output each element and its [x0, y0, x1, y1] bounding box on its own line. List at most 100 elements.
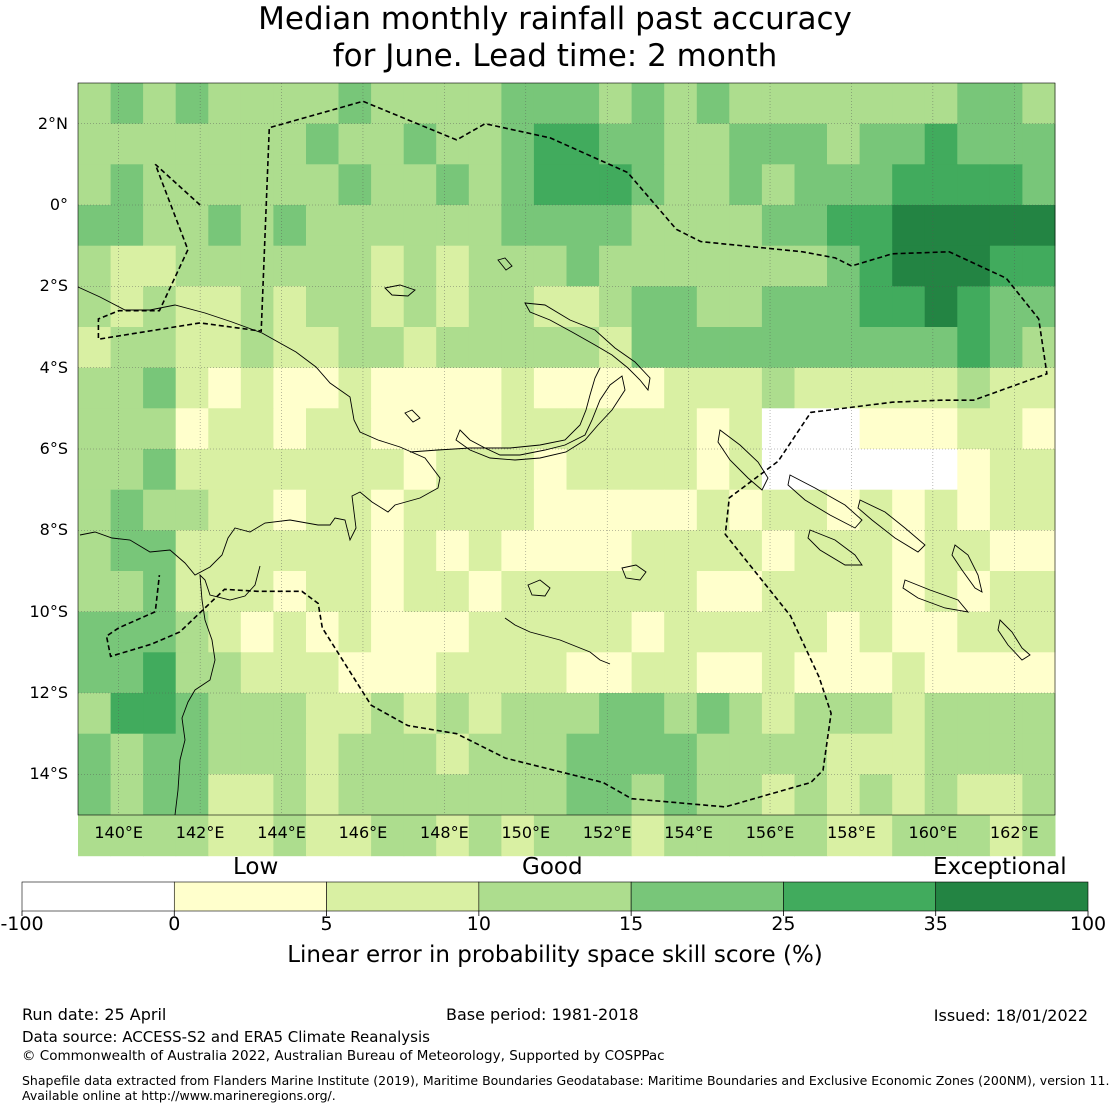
skill-cell: [436, 571, 470, 613]
skill-cell: [501, 693, 535, 735]
skill-cell: [859, 774, 893, 816]
skill-cell: [761, 611, 795, 653]
skill-cell: [240, 774, 274, 816]
colorbar-tick-label: 10: [466, 913, 491, 935]
skill-cell: [436, 286, 470, 328]
skill-cell: [403, 327, 437, 369]
skill-cell: [794, 449, 828, 491]
skill-cell: [143, 286, 177, 328]
skill-cell: [533, 286, 567, 328]
coastline-malaita-south: [951, 544, 983, 593]
skill-cell: [208, 611, 242, 653]
skill-cell: [924, 205, 958, 247]
colorbar-title: Linear error in probability space skill …: [287, 942, 823, 968]
skill-cell: [827, 327, 861, 369]
skill-cell: [175, 815, 209, 857]
skill-cell: [110, 123, 144, 165]
skill-cell: [892, 408, 926, 450]
skill-cell: [208, 571, 242, 613]
skill-cell: [892, 774, 926, 816]
skill-cell: [78, 408, 112, 450]
skill-cell: [143, 83, 177, 125]
skill-cell: [501, 245, 535, 287]
skill-cell: [957, 408, 991, 450]
shapefile-credit-2: Available online at http://www.marinereg…: [22, 1088, 336, 1103]
skill-cell: [957, 611, 991, 653]
skill-cell: [794, 693, 828, 735]
skill-cell: [566, 286, 600, 328]
skill-cell: [859, 571, 893, 613]
skill-cell: [208, 164, 242, 206]
skill-cell: [794, 327, 828, 369]
skill-cell: [957, 652, 991, 694]
coastline-new-britain: [455, 375, 626, 461]
skill-cell: [403, 571, 437, 613]
skill-cell: [957, 489, 991, 531]
latitude-label: 12°S: [29, 683, 68, 702]
skill-cell: [273, 693, 307, 735]
skill-cell: [273, 408, 307, 450]
skill-cell: [208, 327, 242, 369]
skill-cell: [696, 327, 730, 369]
skill-cell: [696, 652, 730, 694]
skill-cell: [143, 733, 177, 775]
skill-cell: [599, 774, 633, 816]
skill-cell: [957, 693, 991, 735]
skill-cell: [468, 83, 502, 125]
skill-cell: [761, 123, 795, 165]
skill-cell: [989, 571, 1023, 613]
skill-cell: [110, 733, 144, 775]
skill-cell: [664, 530, 698, 572]
skill-cell: [533, 693, 567, 735]
skill-cell: [175, 774, 209, 816]
skill-cell: [892, 245, 926, 287]
skill-cell: [338, 571, 372, 613]
skill-cell: [1022, 571, 1056, 613]
skill-cell: [729, 83, 763, 125]
skill-cell: [1022, 408, 1056, 450]
skill-cell: [273, 164, 307, 206]
skill-cell: [859, 205, 893, 247]
skill-cell: [208, 652, 242, 694]
skill-cell: [859, 327, 893, 369]
skill-cell: [566, 245, 600, 287]
skill-cell: [631, 530, 665, 572]
skill-cell: [306, 449, 340, 491]
skill-cell: [729, 205, 763, 247]
run-date: Run date: 25 April: [22, 1005, 167, 1024]
skill-cell: [403, 245, 437, 287]
skill-cell: [306, 245, 340, 287]
skill-cell: [827, 164, 861, 206]
skill-cell: [306, 408, 340, 450]
skill-cell: [436, 774, 470, 816]
skill-cell: [761, 449, 795, 491]
skill-cell: [143, 123, 177, 165]
skill-cell: [794, 83, 828, 125]
skill-cell: [436, 530, 470, 572]
skill-cell: [338, 327, 372, 369]
skill-cell: [371, 652, 405, 694]
skill-cell: [761, 286, 795, 328]
skill-cell: [501, 449, 535, 491]
skill-cell: [208, 489, 242, 531]
skill-cell: [696, 286, 730, 328]
skill-cell: [175, 123, 209, 165]
skill-cell: [794, 611, 828, 653]
skill-cell: [892, 164, 926, 206]
colorbar-tick-label: 100: [1069, 913, 1107, 935]
skill-cell: [501, 286, 535, 328]
skill-cell: [761, 205, 795, 247]
skill-cell: [827, 123, 861, 165]
skill-cell: [403, 83, 437, 125]
skill-cell: [143, 693, 177, 735]
skill-cell: [403, 123, 437, 165]
skill-cell: [729, 245, 763, 287]
colorbar-tick-label: 5: [320, 913, 333, 935]
coastline-guadalcanal: [807, 529, 863, 566]
skill-cell: [599, 611, 633, 653]
skill-cell: [729, 286, 763, 328]
longitude-label: 140°E: [94, 823, 144, 842]
skill-cell: [1022, 164, 1056, 206]
skill-cell: [599, 693, 633, 735]
skill-cell: [78, 367, 112, 409]
